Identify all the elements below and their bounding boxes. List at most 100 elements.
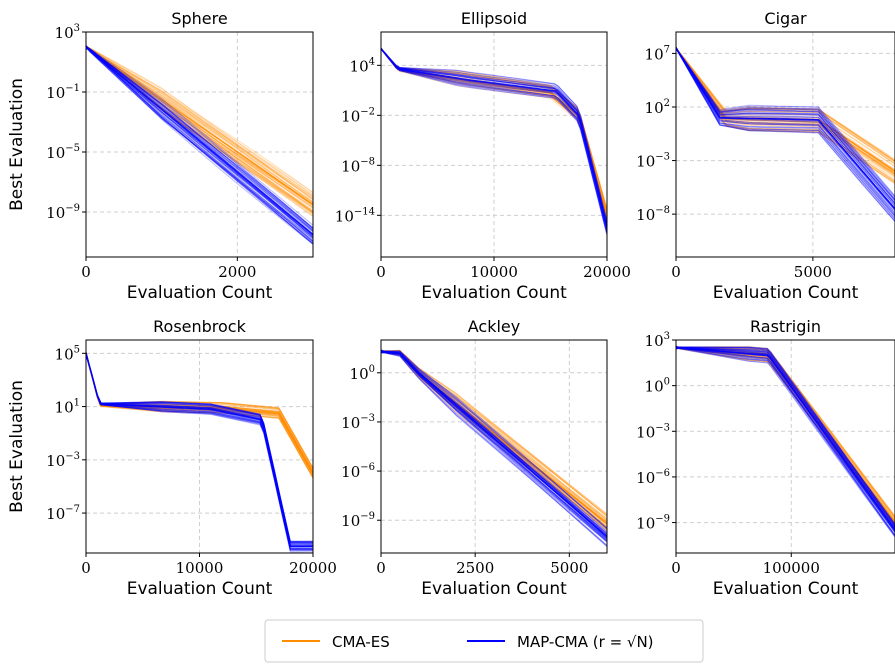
series-line xyxy=(86,353,313,543)
series-line xyxy=(86,45,313,213)
series-line xyxy=(676,346,895,525)
series-line xyxy=(86,45,313,209)
panel-ellipsoid: 0 10000 20000 104 10−2 10−8 10−14 Ellipsoid Eval… xyxy=(335,9,631,303)
series-line xyxy=(86,352,313,544)
series-line xyxy=(676,48,895,201)
series-line xyxy=(86,353,313,477)
y-tick-label: 10−3 xyxy=(341,413,375,432)
series-line xyxy=(676,47,895,220)
series-line xyxy=(381,48,607,225)
series-line xyxy=(381,47,607,220)
series-line xyxy=(676,47,895,222)
series-line xyxy=(381,48,607,224)
series-line xyxy=(381,350,607,529)
series-line xyxy=(676,347,895,533)
series-line xyxy=(381,350,607,523)
series-line xyxy=(381,350,607,517)
series-line xyxy=(381,47,607,221)
series-line xyxy=(86,46,313,240)
series-line xyxy=(676,47,895,217)
series-line xyxy=(381,349,607,516)
series-line xyxy=(381,351,607,542)
series-line xyxy=(86,353,313,552)
series-line xyxy=(676,47,895,162)
series-line xyxy=(86,45,313,199)
x-tick-label: 2000 xyxy=(218,263,256,281)
series-line xyxy=(676,346,895,518)
series-line xyxy=(676,48,895,221)
series-line xyxy=(86,353,313,544)
x-tick-label: 0 xyxy=(81,559,91,577)
series-line xyxy=(86,47,313,240)
series-line xyxy=(86,352,313,543)
series-line xyxy=(86,353,313,553)
y-tick-label: 10−14 xyxy=(335,206,375,225)
series-line xyxy=(676,346,895,518)
series-line xyxy=(381,49,607,222)
series-line xyxy=(676,346,895,518)
series-line xyxy=(381,48,607,211)
series-line xyxy=(381,48,607,235)
panel-title: Ellipsoid xyxy=(461,9,527,28)
series-line xyxy=(676,46,895,165)
series-line xyxy=(676,346,895,528)
series-line xyxy=(676,48,895,213)
series-line xyxy=(381,351,607,532)
series-line xyxy=(86,47,313,194)
series-median-line xyxy=(86,46,313,206)
series-line xyxy=(676,47,895,223)
series-lines xyxy=(381,349,607,547)
series-line xyxy=(381,48,607,210)
series-line xyxy=(676,47,895,176)
series-line xyxy=(381,47,607,235)
series-line xyxy=(86,45,313,230)
series-line xyxy=(86,354,313,471)
y-tick-label: 10−6 xyxy=(636,468,670,487)
series-line xyxy=(86,353,313,551)
series-line xyxy=(381,47,607,217)
series-line xyxy=(86,353,313,543)
series-line xyxy=(676,48,895,214)
series-line xyxy=(381,350,607,535)
series-line xyxy=(86,46,313,245)
series-line xyxy=(381,350,607,530)
x-tick-label: 10000 xyxy=(176,559,224,577)
series-line xyxy=(381,351,607,541)
series-line xyxy=(676,48,895,202)
y-axis-label: Best Evaluation xyxy=(7,380,27,513)
series-line xyxy=(676,48,895,162)
series-line xyxy=(86,45,313,232)
series-line xyxy=(676,47,895,197)
series-line xyxy=(676,48,895,180)
y-tick-label: 10−9 xyxy=(46,203,80,222)
x-tick-label: 0 xyxy=(671,559,681,577)
series-line xyxy=(381,349,607,516)
series-line xyxy=(381,351,607,526)
series-line xyxy=(86,352,313,543)
series-line xyxy=(381,351,607,547)
y-tick-label: 10−8 xyxy=(636,205,670,224)
series-line xyxy=(381,47,607,217)
series-median-line xyxy=(676,47,895,210)
series-line xyxy=(676,346,895,531)
series-line xyxy=(381,350,607,517)
series-line xyxy=(86,45,313,242)
panel-rastrigin: 0 100000 103 100 10−3 10−6 10−9 Rastrigin Evalua… xyxy=(636,317,895,599)
series-line xyxy=(381,48,607,223)
series-line xyxy=(676,346,895,526)
y-tick-label: 10−2 xyxy=(341,106,375,125)
series-line xyxy=(381,349,607,529)
series-line xyxy=(86,45,313,238)
series-line xyxy=(381,350,607,535)
series-line xyxy=(676,46,895,160)
series-line xyxy=(86,352,313,542)
series-line xyxy=(86,47,313,229)
y-tick-label: 103 xyxy=(645,331,670,350)
series-line xyxy=(381,48,607,211)
series-line xyxy=(676,47,895,200)
y-tick-label: 101 xyxy=(55,398,80,417)
series-line xyxy=(381,48,607,219)
y-tick-label: 10−9 xyxy=(341,511,375,530)
series-line xyxy=(381,48,607,210)
series-line xyxy=(676,47,895,206)
